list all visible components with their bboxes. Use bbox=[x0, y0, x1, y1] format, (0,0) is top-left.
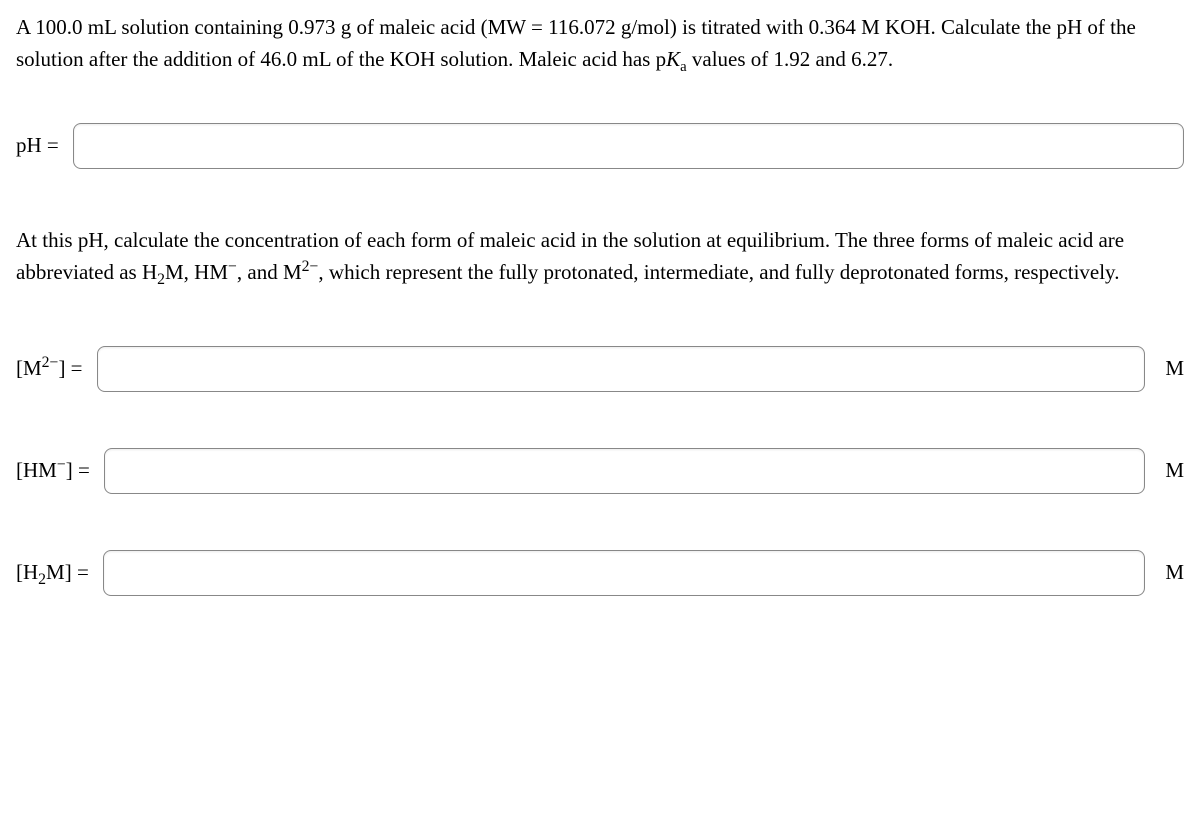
q1-K: K bbox=[666, 47, 680, 71]
q1-part2: values of 1.92 and 6.27. bbox=[687, 47, 893, 71]
q2-supminus: − bbox=[228, 258, 237, 275]
h2m-unit: M bbox=[1165, 557, 1184, 589]
h2m-input-row: [H2M] = M bbox=[16, 550, 1184, 596]
hmminus-label: [HM−] = bbox=[16, 455, 90, 487]
question-2-text: At this pH, calculate the concentration … bbox=[16, 225, 1184, 288]
m2minus-input-row: [M2−] = M bbox=[16, 346, 1184, 392]
hmminus-input-row: [HM−] = M bbox=[16, 448, 1184, 494]
hmminus-input[interactable] bbox=[104, 448, 1145, 494]
m2minus-input[interactable] bbox=[97, 346, 1146, 392]
h2m-input[interactable] bbox=[103, 550, 1146, 596]
h2m-label: [H2M] = bbox=[16, 557, 89, 589]
q2-sub2: 2 bbox=[157, 271, 165, 288]
q2-p1b: M, HM bbox=[165, 260, 228, 284]
m2minus-label: [M2−] = bbox=[16, 353, 83, 385]
question-1-text: A 100.0 mL solution containing 0.973 g o… bbox=[16, 12, 1184, 75]
hmminus-unit: M bbox=[1165, 455, 1184, 487]
q2-p1d: , which represent the fully protonated, … bbox=[318, 260, 1119, 284]
ph-input-row: pH = bbox=[16, 123, 1184, 169]
q1-part1: A 100.0 mL solution containing 0.973 g o… bbox=[16, 15, 1136, 71]
q2-p1c: , and M bbox=[237, 260, 302, 284]
q2-sup2minus: 2− bbox=[302, 258, 319, 275]
m2minus-unit: M bbox=[1165, 353, 1184, 385]
ph-label: pH = bbox=[16, 130, 59, 162]
ph-input[interactable] bbox=[73, 123, 1184, 169]
